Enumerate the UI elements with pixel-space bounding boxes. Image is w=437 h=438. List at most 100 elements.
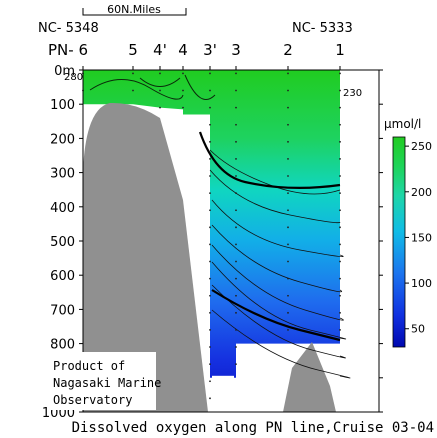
colorbar-tick-label: 200 [411,186,432,199]
sample-point [287,72,289,75]
sample-point [339,243,341,246]
sample-point [209,123,211,126]
sample-point [235,192,237,195]
sample-point [159,106,161,109]
sample-point [209,294,211,297]
sample-point [235,175,237,177]
sample-point [235,346,237,348]
credit-box: Product of Nagasaki Marine Observatory [48,352,161,410]
contour-line [211,284,346,359]
sample-point [209,380,211,383]
colorbar-tick-label: 100 [411,277,432,290]
sample-point [339,89,341,92]
sample-point [235,277,237,280]
sample-point [209,209,211,212]
sample-point [339,277,341,280]
no-data-gap [212,375,234,412]
station-label: 4' [153,41,167,59]
sample-point [339,140,341,143]
y-tick-label: 700 [50,303,75,318]
sample-point [182,89,184,92]
y-tick-label: 200 [50,132,75,147]
sample-point [132,72,134,75]
sample-point [235,72,237,75]
sample-point [209,106,211,109]
sample-point [235,89,237,92]
station-labels: PN- 6 5 4' 4 3' 3 2 1 [48,41,345,70]
distance-scale-bar: 60N.Miles [82,3,187,16]
sample-point [209,89,211,92]
contour-line [184,74,216,100]
sample-point [235,329,237,331]
contour-label-230: 230 [343,88,362,99]
station-label: 5 [128,41,138,59]
sample-point [287,192,289,195]
sample-point [339,226,341,229]
sample-point [235,294,237,297]
sample-point [287,209,289,212]
contour-line [211,261,347,340]
sample-point [235,226,237,229]
sample-point [209,397,211,400]
sample-point [339,209,341,212]
sample-point [287,294,289,297]
y-tick-label: 0m [54,64,75,79]
station-id-left: NC- 5348 [38,21,99,36]
colorbar-units: μmol/l [384,117,421,131]
contour-label-280: 280 [64,72,83,83]
continental-slope [83,102,208,413]
sample-point [287,243,289,246]
sample-point [339,260,341,263]
section-field [82,70,351,413]
sample-point [209,158,211,160]
credit-line-3: Observatory [53,393,132,407]
sample-point [209,226,211,229]
distance-scale-label: 60N.Miles [107,3,161,16]
sample-point [132,89,134,92]
station-label: 4 [178,41,188,59]
sample-point [339,106,341,109]
sample-point [339,192,341,195]
station-label: 1 [335,41,345,59]
sample-point [235,363,237,366]
colorbar-ticks: 250 200 150 100 50 [405,140,432,336]
contour-line [211,224,342,293]
sample-point [287,140,289,143]
oxygen-field [83,70,340,412]
sample-point [209,311,211,314]
contour-line [211,199,344,258]
contour-line [211,244,344,321]
sample-point [287,158,289,160]
sample-point [235,158,237,160]
sample-point [209,192,211,195]
sample-point [287,226,289,229]
y-tick-label: 300 [50,167,75,182]
sample-point [182,72,184,75]
sample-point [287,123,289,126]
sample-point [209,243,211,246]
credit-line-2: Nagasaki Marine [53,376,161,390]
station-label: 2 [283,41,293,59]
chart-title: Dissolved oxygen along PN line,Cruise 03… [72,420,434,436]
sample-point [235,260,237,263]
colorbar-tick-label: 50 [411,323,425,336]
contour-line-bold [211,289,341,342]
sample-point [287,175,289,177]
contour-line [209,149,341,195]
sample-point [159,72,161,75]
sample-point [235,243,237,246]
colorbar-tick-label: 250 [411,140,432,153]
sample-point [209,140,211,143]
sample-point [235,311,237,314]
credit-line-1: Product of [53,359,125,373]
colorbar-tick-label: 150 [411,231,432,244]
sample-point [287,311,289,314]
sample-point [209,260,211,263]
station-id-right: NC- 5333 [292,21,353,36]
contour-line [209,169,341,224]
sample-point [235,106,237,109]
contour-line [139,77,181,87]
colorbar [392,136,406,348]
station-label: 3 [231,41,241,59]
